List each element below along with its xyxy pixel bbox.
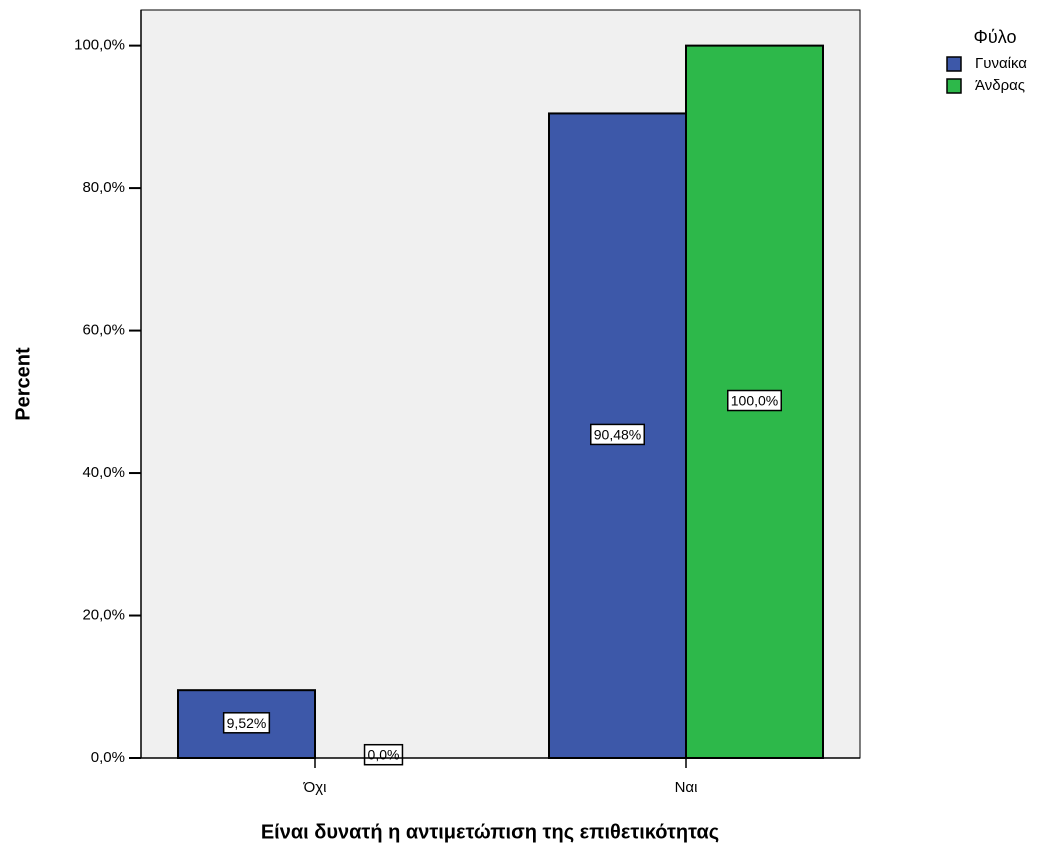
value-label: 90,48% <box>594 426 641 442</box>
y-tick-label: 0,0% <box>91 749 125 766</box>
value-label-box <box>590 423 645 446</box>
value-label-box <box>727 389 782 412</box>
x-axis-title: Είναι δυνατή η αντιμετώπιση της επιθετικ… <box>261 821 719 843</box>
value-label: 9,52% <box>227 715 267 731</box>
x-tick-label: Όχι <box>303 779 327 796</box>
legend-label: Άνδρας <box>975 77 1025 94</box>
value-label-box <box>363 743 404 766</box>
legend-title: Φύλο <box>974 27 1017 47</box>
legend-swatch <box>946 56 962 72</box>
y-tick-label: 100,0% <box>74 37 125 54</box>
value-label-box <box>222 712 271 734</box>
y-tick-label: 80,0% <box>82 179 125 196</box>
y-axis-title: Percent <box>12 347 34 421</box>
legend-swatch <box>946 78 962 94</box>
y-tick-label: 40,0% <box>82 464 125 481</box>
legend-label: Γυναίκα <box>975 55 1027 72</box>
value-label: 0,0% <box>368 747 400 763</box>
value-label: 100,0% <box>731 393 778 409</box>
x-tick-label: Ναι <box>675 779 698 796</box>
y-tick-label: 20,0% <box>82 606 125 623</box>
y-tick-label: 60,0% <box>82 322 125 339</box>
